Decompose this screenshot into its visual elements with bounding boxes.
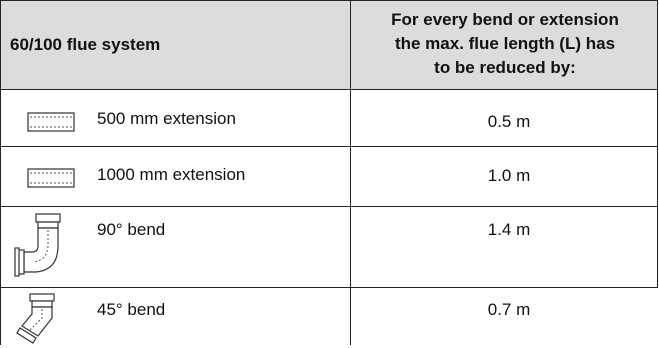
row-divider [0, 146, 658, 147]
header-line: For every bend or extension [391, 10, 619, 29]
header-flue-system: 60/100 flue system [10, 35, 161, 54]
header-line: the max. flue length (L) has [394, 34, 616, 53]
header-reduction: For every bend or extension the max. flu… [360, 8, 650, 80]
extension-pipe-icon [27, 168, 75, 188]
row-value: 0.7 m [487, 300, 531, 319]
row-divider [0, 287, 658, 288]
table-border-right [657, 0, 658, 288]
column-divider [350, 0, 351, 345]
row-label: 500 mm extension [97, 109, 236, 128]
row-label: 90° bend [97, 220, 166, 239]
row-label: 45° bend [97, 300, 166, 319]
row-label: 1000 mm extension [97, 165, 246, 184]
row-value: 1.4 m [487, 220, 531, 239]
table-header [0, 0, 658, 90]
elbow-45-icon [16, 293, 55, 344]
row-value: 1.0 m [487, 166, 531, 185]
table-border-left [0, 0, 1, 345]
elbow-90-icon [14, 213, 61, 277]
extension-pipe-icon [27, 112, 75, 132]
row-divider [0, 206, 658, 207]
row-value: 0.5 m [487, 112, 531, 131]
header-line: to be reduced by: [434, 58, 576, 77]
